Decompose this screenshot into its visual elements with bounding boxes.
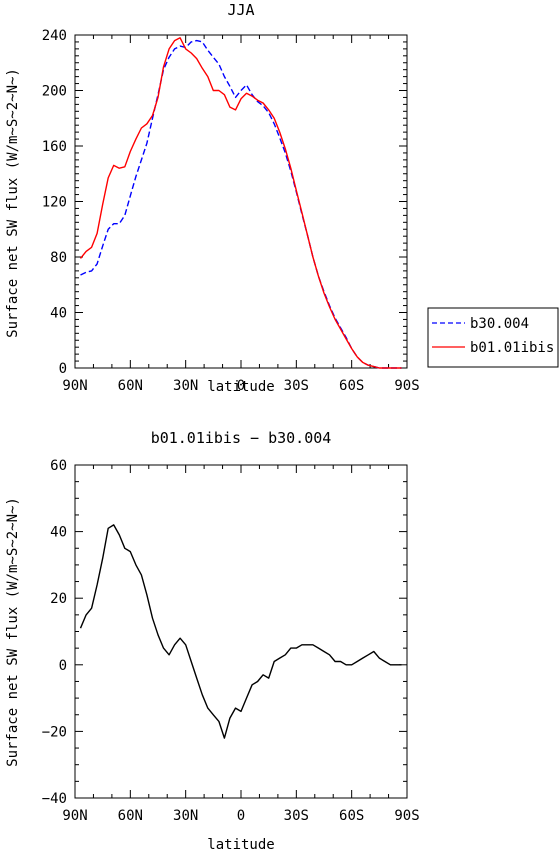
top-y-tick-label: 0 <box>59 361 67 377</box>
bottom-y-tick-label: −20 <box>42 724 67 740</box>
top-x-tick-label: 60S <box>339 378 364 394</box>
bottom-y-tick-label: −40 <box>42 791 67 807</box>
top-y-tick-label: 160 <box>42 139 67 155</box>
bottom-x-tick-label: 30S <box>284 808 309 824</box>
bottom-x-tick-label: 30N <box>173 808 198 824</box>
bottom-chart-y-label: Surface net SW flux (W/m~S~2~N~) <box>5 497 21 767</box>
top-x-tick-label: 90N <box>62 378 87 394</box>
top-y-tick-label: 80 <box>50 250 67 266</box>
top-series-line-1 <box>79 37 402 369</box>
bottom-y-tick-label: 60 <box>50 458 67 474</box>
top-chart-y-label: Surface net SW flux (W/m~S~2~N~) <box>5 68 21 338</box>
top-chart-x-ticks: 90N 60N 30N 0 30S 60S 90S <box>62 35 420 394</box>
top-series-line-0 <box>80 39 402 369</box>
top-chart-title: JJA <box>227 1 254 19</box>
bottom-chart-series <box>79 524 402 739</box>
top-x-tick-label: 30S <box>284 378 309 394</box>
legend-label-b01-01ibis: b01.01ibis <box>470 340 554 356</box>
top-chart-y-ticks: 0 40 80 120 160 200 240 <box>42 28 407 377</box>
bottom-x-tick-label: 60N <box>118 808 143 824</box>
bottom-series-line-0 <box>79 524 402 739</box>
top-chart-series <box>79 37 402 369</box>
top-y-tick-label: 200 <box>42 84 67 100</box>
bottom-y-tick-label: 0 <box>59 658 67 674</box>
bottom-x-tick-label: 90N <box>62 808 87 824</box>
bottom-y-tick-label: 40 <box>50 525 67 541</box>
top-y-tick-label: 240 <box>42 28 67 44</box>
top-chart-x-label: latitude <box>207 379 274 395</box>
top-y-tick-label: 40 <box>50 306 67 322</box>
bottom-chart: b01.01ibis − b30.004 −40 −20 0 20 40 60 90N 60… <box>5 429 420 851</box>
bottom-x-tick-label: 90S <box>394 808 419 824</box>
bottom-chart-y-ticks: −40 −20 0 20 40 60 <box>42 458 407 807</box>
top-chart-frame <box>74 34 408 369</box>
top-y-tick-label: 120 <box>42 195 67 211</box>
bottom-chart-frame <box>74 464 408 799</box>
legend-box <box>427 307 559 368</box>
top-x-tick-label: 30N <box>173 378 198 394</box>
bottom-x-tick-label: 60S <box>339 808 364 824</box>
bottom-x-tick-label: 0 <box>237 808 245 824</box>
bottom-chart-x-ticks: 90N 60N 30N 0 30S 60S 90S <box>62 465 420 824</box>
legend: b30.004 b01.01ibis <box>427 307 559 368</box>
bottom-chart-x-label: latitude <box>207 837 274 851</box>
top-x-tick-label: 0 <box>237 378 245 394</box>
bottom-chart-title: b01.01ibis − b30.004 <box>151 429 332 447</box>
top-x-tick-label: 60N <box>118 378 143 394</box>
bottom-y-tick-label: 20 <box>50 591 67 607</box>
top-x-tick-label: 90S <box>394 378 419 394</box>
legend-label-b30-004: b30.004 <box>470 316 529 332</box>
